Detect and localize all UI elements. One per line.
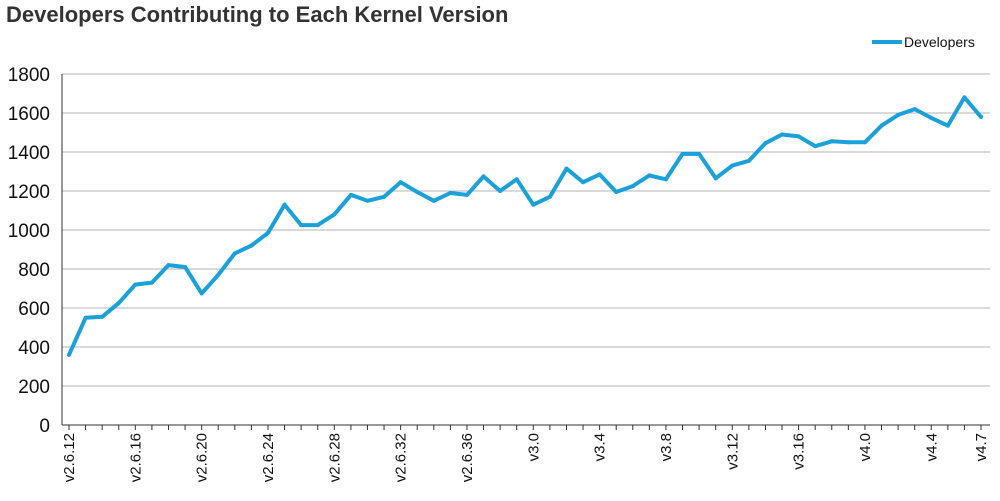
y-tick-label: 1600 <box>8 104 50 125</box>
data-point <box>448 190 453 195</box>
y-tick-label: 400 <box>18 338 50 359</box>
data-point <box>382 194 387 199</box>
data-point <box>398 180 403 185</box>
data-point <box>199 291 204 296</box>
data-point <box>663 177 668 182</box>
data-point <box>332 212 337 217</box>
y-tick-label: 1000 <box>8 221 50 242</box>
x-tick-label: v2.6.20 <box>194 433 211 482</box>
data-point <box>348 192 353 197</box>
data-point <box>498 189 503 193</box>
data-point <box>697 151 702 156</box>
data-point <box>547 194 552 199</box>
data-point <box>730 163 735 168</box>
data-point <box>100 314 105 319</box>
x-tick-label: v2.6.28 <box>326 433 343 482</box>
data-point <box>962 95 967 100</box>
legend-label-developers: Developers <box>904 34 975 50</box>
data-point <box>614 189 619 194</box>
x-tick-label: v2.6.36 <box>459 433 476 482</box>
x-tick-label: v2.6.12 <box>61 433 78 482</box>
data-point <box>481 174 486 179</box>
data-point <box>183 265 188 270</box>
data-point <box>83 315 88 320</box>
x-tick-label: v4.7 <box>973 433 990 461</box>
x-tick-label: v4.4 <box>923 433 940 461</box>
data-point <box>829 139 834 144</box>
data-point <box>813 144 818 149</box>
x-tick-label: v2.6.24 <box>260 433 277 482</box>
data-point <box>979 114 983 119</box>
y-tick-label: 1800 <box>8 65 50 86</box>
data-point <box>514 177 519 182</box>
legend: Developers <box>872 34 975 50</box>
data-point <box>299 223 304 228</box>
data-point <box>763 141 768 146</box>
data-point <box>945 123 950 128</box>
y-tick-label: 1200 <box>8 182 50 203</box>
data-point <box>846 140 851 145</box>
data-point <box>929 115 934 120</box>
data-point <box>365 198 370 203</box>
x-tick-label: v3.4 <box>592 433 609 461</box>
data-point <box>647 173 652 178</box>
data-point <box>265 230 270 235</box>
data-point <box>166 263 171 268</box>
x-tick-label: v3.0 <box>525 433 542 461</box>
x-tick-label: v2.6.32 <box>393 433 410 482</box>
series-line-developers <box>67 95 983 357</box>
data-point <box>464 192 469 197</box>
y-tick-label: 0 <box>39 416 50 437</box>
data-point <box>912 107 917 112</box>
y-tick-label: 1400 <box>8 143 50 164</box>
data-point <box>796 134 801 139</box>
x-tick-label: v3.8 <box>658 433 675 461</box>
data-point <box>564 166 569 171</box>
data-point <box>581 180 586 185</box>
y-tick-label: 800 <box>18 260 50 281</box>
series-developers <box>67 95 983 357</box>
data-point <box>879 123 884 128</box>
x-tick-label: v2.6.16 <box>127 433 144 482</box>
x-tick-label: v3.12 <box>724 433 741 470</box>
y-tick-labels: 0 200 400 600 800 1000 1200 1400 1600 1800 <box>8 65 50 437</box>
data-point <box>232 251 237 256</box>
data-point <box>713 176 718 181</box>
data-point <box>133 282 138 287</box>
data-point <box>680 151 685 156</box>
data-point <box>415 189 420 194</box>
data-point <box>597 172 602 177</box>
chart-title: Developers Contributing to Each Kernel V… <box>6 2 509 27</box>
data-point <box>216 272 221 277</box>
data-point <box>531 202 536 207</box>
y-tick-label: 200 <box>18 377 50 398</box>
x-tick-label: v4.0 <box>857 433 874 461</box>
data-point <box>862 140 867 145</box>
axes <box>61 74 990 430</box>
data-point <box>249 243 254 248</box>
data-point <box>315 223 320 228</box>
data-point <box>67 352 71 357</box>
data-point <box>149 280 154 285</box>
data-point <box>116 301 121 306</box>
x-tick-labels: v2.6.12 v2.6.16 v2.6.20 v2.6.24 v2.6.28 v2.6.… <box>61 433 990 482</box>
y-tick-label: 600 <box>18 299 50 320</box>
x-tick-label: v3.16 <box>791 433 808 470</box>
data-point <box>780 132 785 137</box>
data-point <box>431 198 436 203</box>
gridlines <box>62 73 990 387</box>
data-point <box>896 112 901 117</box>
data-point <box>282 202 287 207</box>
data-point <box>746 158 751 163</box>
data-point <box>630 184 635 189</box>
